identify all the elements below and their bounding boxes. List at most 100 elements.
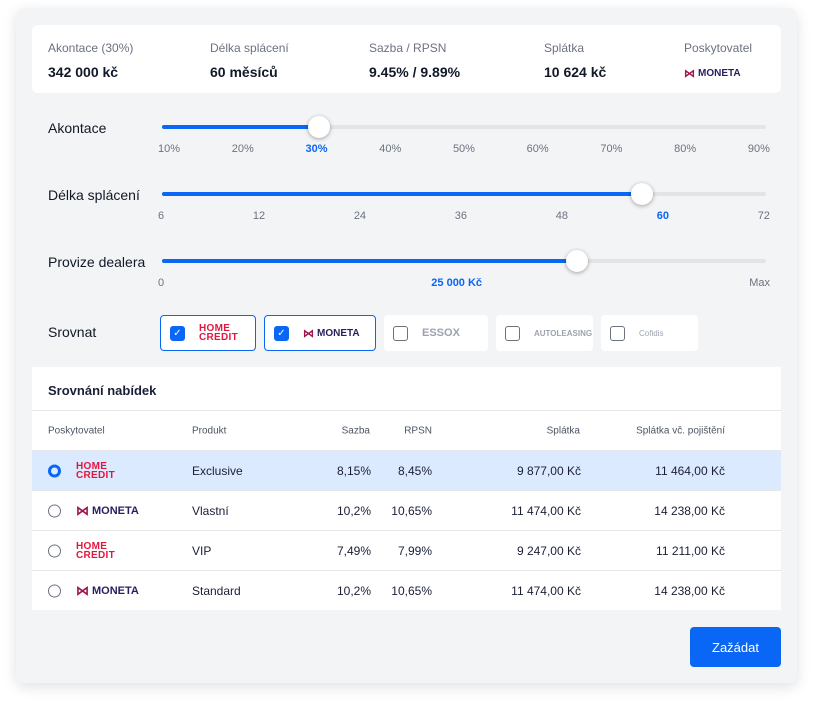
tick-label: 36: [454, 210, 468, 222]
table-row[interactable]: HOME CREDIT VIP 7,49% 7,99% 9 247,00 Kč …: [32, 530, 781, 570]
checkbox-icon[interactable]: [610, 325, 625, 341]
summary-panel: Akontace (30%) 342 000 kč Délka splácení 6…: [32, 25, 781, 93]
tick-label: 6: [158, 210, 165, 222]
cell-rpsn: 8,45%: [397, 463, 432, 478]
slider-fill: [162, 192, 643, 196]
cell-rate: 10,2%: [336, 503, 371, 518]
cell-rate: 8,15%: [336, 463, 371, 478]
tick-label: 70%: [600, 143, 623, 155]
loan-calculator-card: Akontace (30%) 342 000 kč Délka splácení 6…: [16, 8, 797, 683]
slider-fill: [162, 125, 320, 129]
summary-duration: Délka splácení 60 měsíců: [210, 41, 289, 80]
cell-product: Vlastní: [192, 503, 229, 518]
moneta-logo: ⋈ MONETA: [684, 68, 741, 80]
summary-label: Sazba / RPSN: [369, 41, 447, 55]
slider-label-dealer-fee: Provize dealera: [48, 254, 146, 270]
tick-label: 40%: [379, 143, 402, 155]
slider-label-downpayment: Akontace: [48, 120, 107, 136]
checkbox-icon[interactable]: [505, 325, 520, 341]
table-row[interactable]: HOME CREDIT Exclusive 8,15% 8,45% 9 877,…: [32, 450, 781, 490]
tick-label: 60%: [526, 143, 549, 155]
summary-label: Délka splácení: [210, 41, 289, 55]
compare-autoleasing[interactable]: AUTOLEASING: [496, 315, 593, 351]
summary-label: Akontace (30%): [48, 41, 134, 55]
tick-label: 48: [555, 210, 568, 222]
tick-label: 72: [757, 210, 770, 222]
row-radio[interactable]: [48, 544, 61, 557]
cell-payment: 11 474,00 Kč: [511, 583, 581, 598]
slider-ticks: 6 12 24 36 48 60 72: [158, 210, 770, 222]
slider-ticks: 0 25 000 Kč Max: [158, 277, 770, 289]
cell-payment: 11 474,00 Kč: [511, 503, 581, 518]
logo-text: MONETA: [92, 504, 139, 517]
table-row[interactable]: ⋈ MONETA Standard 10,2% 10,65% 11 474,00 …: [32, 570, 781, 610]
cell-rpsn: 10,65%: [391, 583, 432, 598]
checkbox-checked-icon[interactable]: ✓: [274, 325, 289, 341]
tick-label: 10%: [158, 143, 181, 155]
cell-payment: 9 247,00 Kč: [516, 543, 581, 558]
cell-payment-insurance: 11 464,00 Kč: [655, 463, 725, 478]
homecredit-logo: HOME CREDIT: [76, 460, 116, 481]
cell-payment-insurance: 11 211,00 Kč: [656, 543, 725, 558]
homecredit-logo: HOME CREDIT: [76, 540, 116, 561]
table-header: Poskytovatel Produkt Sazba RPSN Splátka …: [32, 410, 781, 450]
cell-payment: 9 877,00 Kč: [516, 463, 581, 478]
logo-text: MONETA: [317, 327, 360, 339]
tick-label: 50%: [452, 143, 475, 155]
offers-table: Srovnání nabídek Poskytovatel Produkt Sa…: [32, 367, 781, 610]
header-payment: Splátka: [546, 425, 580, 436]
summary-value: 9.45% / 9.89%: [369, 64, 461, 80]
row-radio[interactable]: [48, 464, 61, 477]
row-radio[interactable]: [48, 504, 61, 517]
checkbox-icon[interactable]: [393, 325, 408, 341]
cell-rpsn: 10,65%: [391, 503, 432, 518]
tick-label: 80%: [674, 143, 697, 155]
table-row[interactable]: ⋈ MONETA Vlastní 10,2% 10,65% 11 474,00 K…: [32, 490, 781, 530]
summary-rate: Sazba / RPSN 9.45% / 9.89%: [369, 41, 460, 80]
compare-moneta[interactable]: ✓ ⋈ MONETA: [264, 315, 376, 351]
summary-value: 342 000 kč: [48, 64, 119, 80]
header-rate: Sazba: [341, 425, 370, 436]
tick-label: 30%: [305, 143, 328, 155]
tick-label: 20%: [231, 143, 254, 155]
moneta-logo: ⋈ MONETA: [76, 582, 139, 598]
summary-downpayment: Akontace (30%) 342 000 kč: [48, 41, 133, 80]
cell-product: Standard: [192, 583, 241, 598]
slider-thumb[interactable]: [565, 250, 588, 272]
header-product: Produkt: [192, 425, 227, 436]
tick-label: 0: [158, 277, 165, 289]
compare-cofidis[interactable]: Cofidis: [601, 315, 698, 351]
slider-ticks: 10% 20% 30% 40% 50% 60% 70% 80% 90%: [158, 143, 770, 155]
tick-label: 25 000 Kč: [431, 277, 483, 289]
cell-payment-insurance: 14 238,00 Kč: [654, 503, 725, 518]
compare-homecredit[interactable]: ✓ HOME CREDIT: [160, 315, 256, 351]
moneta-logo: ⋈ MONETA: [76, 502, 139, 518]
compare-essox[interactable]: ESSOX: [384, 315, 488, 351]
slider-fill: [162, 259, 577, 263]
compare-label: Srovnat: [48, 324, 97, 340]
summary-label: Poskytovatel: [684, 41, 753, 55]
tick-label: 24: [353, 210, 367, 222]
slider-track[interactable]: [162, 125, 766, 129]
slider-thumb[interactable]: [308, 116, 331, 138]
summary-value: 10 624 kč: [544, 64, 607, 80]
essox-logo: ESSOX: [422, 327, 460, 339]
submit-button[interactable]: Zažádat: [690, 627, 781, 667]
cell-product: VIP: [192, 543, 212, 558]
moneta-logo: ⋈ MONETA: [303, 327, 360, 340]
tick-label: Max: [749, 277, 770, 289]
tick-label: 60: [656, 210, 669, 222]
logo-text: MONETA: [698, 68, 741, 79]
checkbox-checked-icon[interactable]: ✓: [170, 325, 185, 341]
slider-thumb[interactable]: [631, 183, 654, 205]
logo-text: MONETA: [92, 584, 139, 597]
tick-label: 90%: [747, 143, 770, 155]
header-payment-insurance: Splátka vč. pojištění: [636, 425, 725, 436]
cell-payment-insurance: 14 238,00 Kč: [654, 583, 725, 598]
autoleasing-logo: AUTOLEASING: [534, 328, 593, 338]
cell-rate: 7,49%: [336, 543, 371, 558]
row-radio[interactable]: [48, 584, 61, 597]
summary-label: Splátka: [544, 41, 585, 55]
summary-provider: Poskytovatel ⋈ MONETA: [684, 41, 752, 80]
tick-label: 12: [252, 210, 266, 222]
